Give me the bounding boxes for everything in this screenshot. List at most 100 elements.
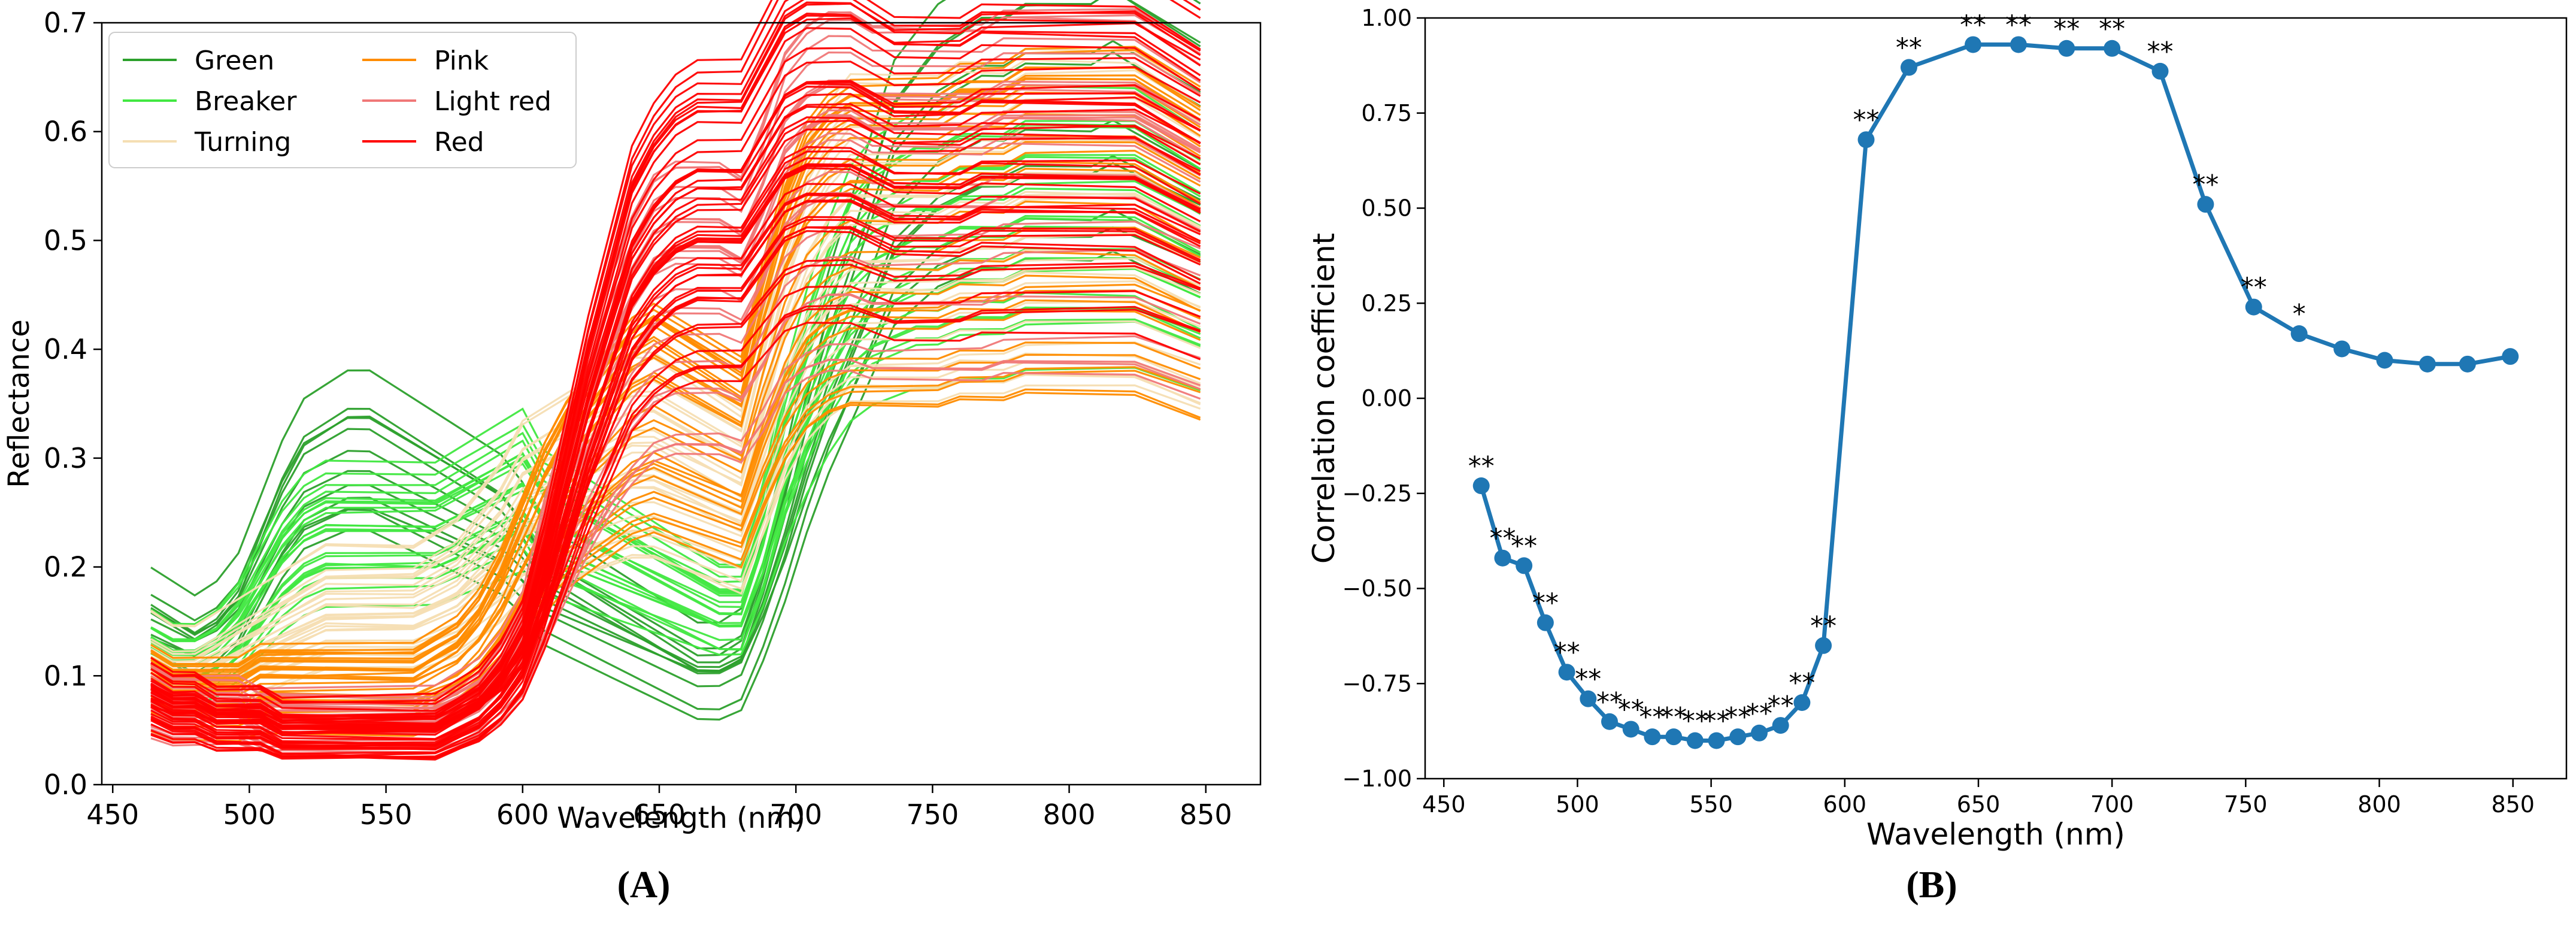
data-point — [1516, 557, 1533, 574]
spectrum-line — [150, 27, 1201, 736]
significance-label: ** — [2053, 14, 2080, 44]
significance-label: * — [2293, 299, 2306, 329]
significance-label: ** — [1768, 691, 1794, 721]
y-tick-label: 0.3 — [44, 442, 87, 474]
reflectance-chart-svg: 450 500 550 600 650 700 750 800 850 0.0 0.1 0.2 0.3 0… — [2, 0, 1262, 835]
spectrum-line — [150, 226, 1201, 755]
x-tick-label: 650 — [1957, 791, 2001, 818]
data-point — [1601, 713, 1618, 730]
y-tick-label: −0.25 — [1342, 480, 1412, 507]
x-tick-label: 450 — [86, 798, 139, 831]
y-tick-label: 0.50 — [1361, 195, 1412, 222]
data-point — [2459, 355, 2476, 373]
significance-label: ** — [1489, 523, 1516, 554]
data-point — [1900, 59, 1917, 76]
data-point — [1729, 728, 1747, 746]
data-point — [1622, 721, 1639, 738]
legend: Green Breaker Turning Pink Light red Red — [108, 32, 577, 168]
series-red — [150, 0, 1201, 761]
x-tick-label: 700 — [2090, 791, 2134, 818]
significance-label: ** — [1532, 588, 1559, 619]
spectrum-line — [150, 274, 1201, 712]
legend-label: Pink — [434, 46, 489, 76]
significance-label: ** — [1960, 10, 1986, 40]
y-tick-label: −1.00 — [1342, 765, 1412, 792]
significance-label: ** — [1554, 637, 1580, 668]
y-tick-label: 0.2 — [44, 551, 87, 583]
spectra-group — [150, 0, 1201, 761]
y-tick-label: 0.00 — [1361, 385, 1412, 411]
legend-label: Light red — [434, 86, 551, 117]
legend-label: Green — [195, 46, 274, 76]
panel-label-b: (B) — [1906, 863, 1957, 906]
data-point — [1644, 728, 1661, 746]
spectrum-line — [150, 283, 1201, 711]
y-tick-label: −0.50 — [1342, 576, 1412, 602]
spectrum-line — [150, 0, 1201, 664]
spectrum-line — [150, 113, 1201, 683]
y-tick-label: 0.7 — [44, 7, 87, 39]
spectrum-line — [150, 149, 1201, 707]
x-tick-label: 750 — [2224, 791, 2268, 818]
significance-label: ** — [1704, 706, 1730, 737]
x-tick-label: 550 — [360, 798, 413, 831]
spectrum-line — [150, 167, 1201, 727]
data-point — [1558, 664, 1575, 681]
significance-label: ** — [1575, 664, 1601, 695]
spectrum-line — [150, 320, 1201, 700]
spectrum-line — [150, 157, 1201, 740]
data-point — [2290, 325, 2308, 343]
x-tick-label: 500 — [223, 798, 276, 831]
y-tick-label: 0.6 — [44, 116, 87, 148]
spectrum-line — [150, 92, 1201, 692]
data-point — [1580, 690, 1597, 707]
data-point — [1965, 36, 1982, 53]
y-tick-label: 0.4 — [44, 333, 87, 365]
spectrum-line — [150, 367, 1201, 707]
significance-label: ** — [2005, 10, 2032, 40]
data-point — [1772, 717, 1789, 734]
spectrum-line — [150, 271, 1201, 683]
spectrum-line — [150, 139, 1201, 710]
data-point — [1536, 614, 1554, 631]
spectrum-line — [150, 214, 1201, 667]
data-point — [1686, 732, 1704, 749]
spectrum-line — [150, 155, 1201, 668]
spectrum-line — [150, 388, 1201, 742]
x-tick-label: 600 — [1823, 791, 1867, 818]
spectrum-line — [150, 120, 1201, 643]
spectrum-line — [150, 217, 1201, 661]
y-tick-label: −0.75 — [1342, 670, 1412, 697]
significance-label: ** — [2192, 170, 2219, 200]
spectrum-line — [150, 156, 1201, 652]
spectrum-line — [150, 267, 1201, 675]
significance-label: ** — [1810, 611, 1836, 641]
x-tick-label: 650 — [633, 798, 686, 831]
x-tick-label: 750 — [906, 798, 959, 831]
legend-label: Breaker — [195, 86, 297, 117]
x-tick-label: 700 — [769, 798, 822, 831]
spectrum-line — [150, 79, 1201, 713]
x-axis-label: Wavelength (nm) — [557, 801, 805, 835]
data-point — [1750, 724, 1768, 742]
significance-label: ** — [1789, 668, 1815, 698]
legend-label: Red — [434, 127, 484, 158]
y-tick-label: 0.5 — [44, 224, 87, 256]
data-point — [1472, 477, 1490, 495]
spectrum-line — [150, 135, 1201, 673]
data-point — [2502, 348, 2519, 365]
data-point — [1708, 732, 1725, 749]
significance-label: ** — [1746, 698, 1772, 729]
spectrum-line — [150, 230, 1201, 759]
data-point — [2197, 196, 2214, 213]
significance-label: ** — [1511, 531, 1537, 561]
legend-box — [108, 32, 577, 168]
x-axis-label: Wavelength (nm) — [1866, 817, 2125, 852]
spectrum-line — [150, 304, 1201, 758]
x-tick-label: 550 — [1689, 791, 1733, 818]
data-point — [1857, 131, 1875, 149]
data-point — [2151, 62, 2169, 80]
significance-label: ** — [1853, 105, 1880, 135]
spectrum-line — [150, 248, 1201, 653]
spectrum-line — [150, 119, 1201, 734]
